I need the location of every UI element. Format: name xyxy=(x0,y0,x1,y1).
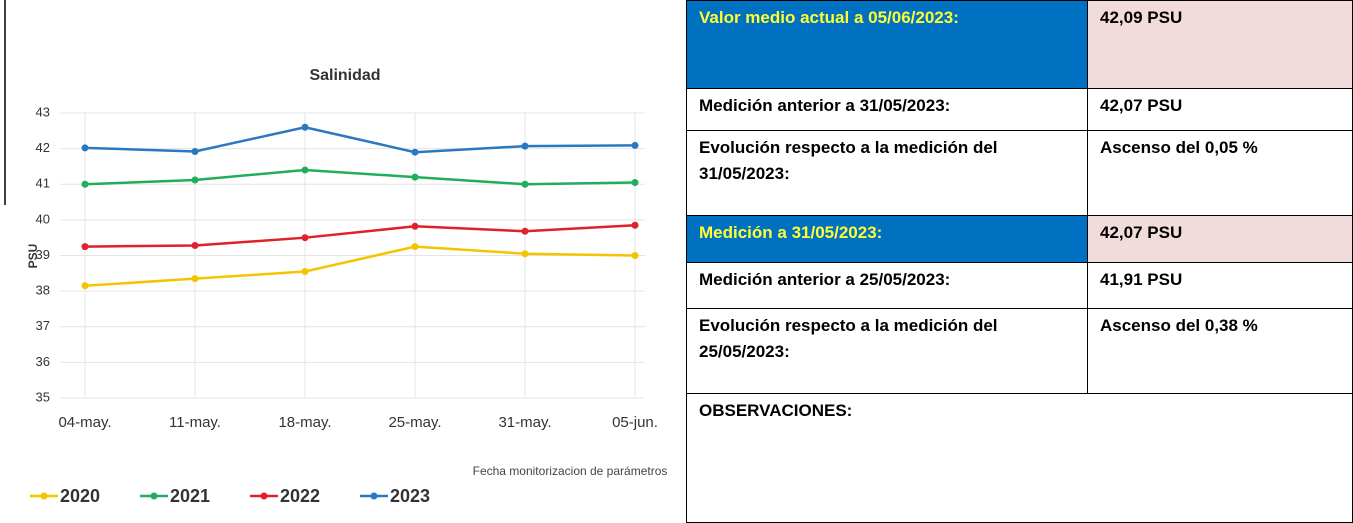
point xyxy=(81,282,89,290)
table-cell: 42,07 PSU xyxy=(1087,88,1353,131)
point xyxy=(191,147,199,155)
table-cell: 41,91 PSU xyxy=(1087,262,1353,309)
point xyxy=(301,234,309,242)
point xyxy=(81,180,89,188)
point xyxy=(631,141,639,149)
table-cell: Medición anterior a 25/05/2023: xyxy=(686,262,1088,309)
table-cell: Ascenso del 0,05 % xyxy=(1087,130,1353,216)
y-tick-label: 37 xyxy=(36,318,50,333)
point xyxy=(301,268,309,276)
table-cell: Medición a 31/05/2023: xyxy=(686,215,1088,263)
legend-marker xyxy=(150,492,158,500)
point xyxy=(191,242,199,250)
x-tick-label: 18-may. xyxy=(278,414,331,431)
series-line xyxy=(84,245,636,288)
point xyxy=(521,250,529,258)
point xyxy=(631,178,639,186)
table-row: Medición anterior a 31/05/2023: 42,07 PSU xyxy=(686,88,1353,131)
y-axis-label: PSU xyxy=(26,244,40,269)
x-tick-label: 11-may. xyxy=(169,414,221,431)
legend-label: 2022 xyxy=(280,486,320,506)
y-tick-label: 42 xyxy=(36,140,50,155)
table-cell: Ascenso del 0,38 % xyxy=(1087,308,1353,394)
point xyxy=(191,275,199,283)
table-cell: Valor medio actual a 05/06/2023: xyxy=(686,0,1088,89)
legend-label: 2023 xyxy=(390,486,430,506)
legend-marker xyxy=(260,492,268,500)
table-cell: 42,07 PSU xyxy=(1087,215,1353,263)
y-tick-label: 40 xyxy=(36,211,50,226)
y-tick-label: 38 xyxy=(36,283,50,298)
legend-label: 2020 xyxy=(60,486,100,506)
point xyxy=(191,176,199,184)
chart-title: Salinidad xyxy=(309,67,380,84)
x-tick-label: 31-may. xyxy=(498,414,551,431)
table-row: Evolución respecto a la medición del 31/… xyxy=(686,130,1353,216)
table-row: Medición anterior a 25/05/2023: 41,91 PSU xyxy=(686,262,1353,309)
point xyxy=(411,243,419,251)
y-tick-label: 36 xyxy=(36,354,50,369)
table-cell: Medición anterior a 31/05/2023: xyxy=(686,88,1088,131)
x-tick-label: 05-jun. xyxy=(612,414,658,431)
info-table: Valor medio actual a 05/06/2023: 42,09 PS… xyxy=(686,0,1353,523)
point xyxy=(411,148,419,156)
legend-marker xyxy=(40,492,48,500)
chart: Salinidad PSU 35 36 37 38 39 40 41 42 43 04-may. 1… xyxy=(4,0,658,506)
table-cell: OBSERVACIONES: xyxy=(686,393,1353,523)
series-line xyxy=(84,125,636,154)
point xyxy=(81,243,89,251)
table-cell: Evolución respecto a la medición del 25/… xyxy=(686,308,1088,394)
series-line xyxy=(84,223,636,248)
x-tick-label: 25-may. xyxy=(388,414,441,431)
series-line xyxy=(84,168,636,186)
y-tick-label: 41 xyxy=(36,176,50,191)
table-row: OBSERVACIONES: xyxy=(686,393,1353,523)
y-tick-label: 35 xyxy=(36,389,50,404)
table-row: Medición a 31/05/2023: 42,07 PSU xyxy=(686,215,1353,263)
point xyxy=(631,252,639,259)
table-row: Evolución respecto a la medición del 25/… xyxy=(686,308,1353,394)
legend-label: 2021 xyxy=(170,486,210,506)
point xyxy=(301,166,309,174)
table-cell: Evolución respecto a la medición del 31/… xyxy=(686,130,1088,216)
point xyxy=(411,173,419,181)
table-row: Valor medio actual a 05/06/2023: 42,09 PS… xyxy=(686,0,1353,89)
y-tick-label: 43 xyxy=(36,104,50,119)
y-tick-label: 39 xyxy=(36,247,50,262)
point xyxy=(81,144,89,152)
legend-marker xyxy=(370,492,378,500)
point xyxy=(521,180,529,188)
table-cell: 42,09 PSU xyxy=(1087,0,1353,89)
point xyxy=(521,142,529,150)
x-tick-label: 04-may. xyxy=(58,414,111,431)
point xyxy=(411,222,419,230)
point xyxy=(631,221,639,229)
point xyxy=(521,227,529,235)
x-axis-label: Fecha monitorizacion de parámetros xyxy=(472,464,668,478)
point xyxy=(301,123,309,131)
